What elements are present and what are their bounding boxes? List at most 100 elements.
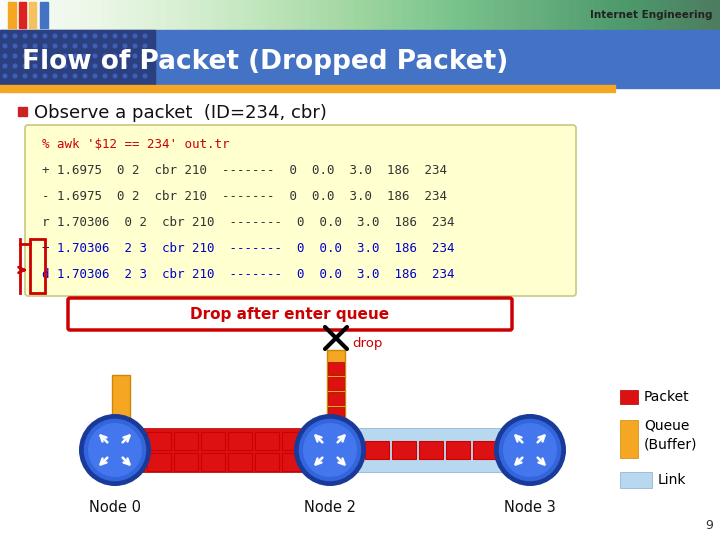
Text: Internet Engineering: Internet Engineering [590,10,712,20]
Circle shape [63,44,67,48]
Circle shape [53,74,57,78]
Circle shape [143,64,147,68]
Circle shape [503,423,557,477]
Circle shape [13,64,17,68]
Bar [29,2,36,28]
Bar [330,428,530,472]
Bar [0,85,585,92]
Bar [446,441,470,459]
Circle shape [103,64,107,68]
Circle shape [123,74,127,78]
Circle shape [33,34,37,38]
Circle shape [84,34,87,38]
Bar [174,453,198,471]
Circle shape [93,64,96,68]
Circle shape [93,54,96,58]
Text: Queue
(Buffer): Queue (Buffer) [644,419,698,451]
Bar [228,453,252,471]
Text: r 1.70306  0 2  cbr 210  -------  0  0.0  3.0  186  234: r 1.70306 0 2 cbr 210 ------- 0 0.0 3.0 … [42,217,454,230]
Circle shape [303,423,357,477]
Circle shape [79,414,151,486]
Circle shape [23,34,27,38]
Circle shape [84,74,87,78]
Circle shape [23,54,27,58]
Circle shape [73,64,77,68]
FancyBboxPatch shape [25,125,576,296]
Text: Link: Link [658,473,686,487]
Circle shape [498,418,562,482]
Circle shape [84,54,87,58]
Bar [328,377,344,390]
Circle shape [43,64,47,68]
Bar [328,422,344,435]
Bar [338,441,362,459]
Circle shape [103,34,107,38]
Circle shape [43,34,47,38]
Circle shape [113,64,117,68]
Circle shape [494,414,566,486]
Text: Flow of Packet (Dropped Packet): Flow of Packet (Dropped Packet) [22,49,508,75]
Circle shape [83,418,147,482]
Polygon shape [585,85,615,92]
Circle shape [143,34,147,38]
Bar [112,375,130,450]
Bar [174,432,198,450]
Circle shape [3,74,6,78]
Circle shape [123,44,127,48]
Circle shape [294,414,366,486]
Circle shape [84,64,87,68]
Circle shape [113,54,117,58]
Circle shape [23,44,27,48]
Bar [620,472,652,488]
Circle shape [33,74,37,78]
Text: Packet: Packet [644,390,690,404]
Bar [620,420,638,458]
Bar [147,432,171,450]
Circle shape [13,34,17,38]
Bar [0,92,720,540]
Bar [228,432,252,450]
Circle shape [143,74,147,78]
Circle shape [23,64,27,68]
Circle shape [123,64,127,68]
Circle shape [133,34,137,38]
Circle shape [53,34,57,38]
Circle shape [63,34,67,38]
Bar [328,392,344,405]
Bar [328,362,344,375]
Circle shape [133,74,137,78]
Bar [120,453,144,471]
Circle shape [3,54,6,58]
Circle shape [133,54,137,58]
Circle shape [103,44,107,48]
Text: % awk '$12 == 234' out.tr: % awk '$12 == 234' out.tr [42,138,230,152]
Bar [0,30,155,88]
Circle shape [53,64,57,68]
Text: + 1.70306  2 3  cbr 210  -------  0  0.0  3.0  186  234: + 1.70306 2 3 cbr 210 ------- 0 0.0 3.0 … [42,242,454,255]
Circle shape [13,74,17,78]
Circle shape [113,74,117,78]
Text: Node 2: Node 2 [304,500,356,515]
Circle shape [103,54,107,58]
Text: + 1.6975  0 2  cbr 210  -------  0  0.0  3.0  186  234: + 1.6975 0 2 cbr 210 ------- 0 0.0 3.0 1… [42,165,447,178]
Text: Node 3: Node 3 [504,500,556,515]
Circle shape [53,54,57,58]
Circle shape [3,44,6,48]
Circle shape [3,64,6,68]
Bar [328,407,344,420]
Circle shape [43,74,47,78]
Text: Drop after enter queue: Drop after enter queue [190,307,390,321]
Bar [120,432,144,450]
Circle shape [93,34,96,38]
Circle shape [113,44,117,48]
Bar [419,441,443,459]
Circle shape [103,74,107,78]
Circle shape [33,54,37,58]
Bar [392,441,416,459]
Bar [18,107,27,116]
Bar [8,2,16,28]
Text: drop: drop [352,336,382,349]
Text: Observe a packet  (ID=234, cbr): Observe a packet (ID=234, cbr) [34,104,327,122]
Circle shape [63,74,67,78]
Circle shape [33,44,37,48]
